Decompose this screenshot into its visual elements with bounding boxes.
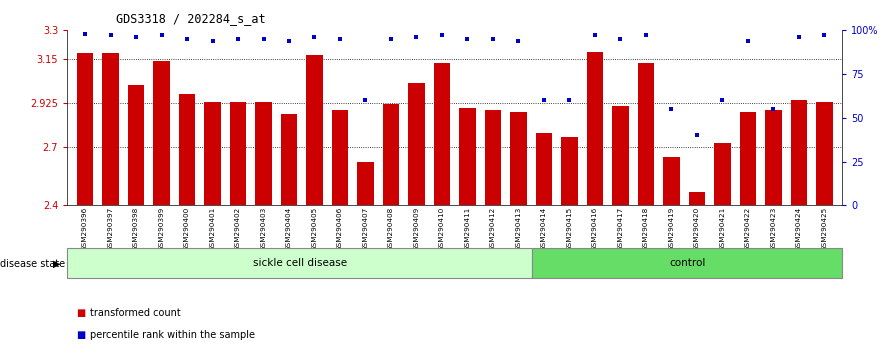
Bar [204, 102, 220, 205]
Bar [178, 94, 195, 205]
Bar [67, 248, 532, 278]
Text: control: control [669, 258, 705, 268]
Bar [536, 133, 552, 205]
Text: ■: ■ [76, 330, 85, 339]
Bar [485, 110, 501, 205]
Bar [739, 112, 756, 205]
Bar [638, 63, 654, 205]
Bar [128, 85, 144, 205]
Text: percentile rank within the sample: percentile rank within the sample [90, 330, 254, 339]
Bar [689, 192, 705, 205]
Bar [358, 162, 374, 205]
Bar [409, 82, 425, 205]
Text: ■: ■ [76, 308, 85, 318]
Bar [102, 53, 119, 205]
Bar [383, 104, 400, 205]
Text: GDS3318 / 202284_s_at: GDS3318 / 202284_s_at [116, 12, 266, 25]
Bar [765, 110, 781, 205]
Bar [332, 110, 349, 205]
Bar [229, 102, 246, 205]
Bar [663, 156, 680, 205]
Bar [612, 106, 629, 205]
Text: ▶: ▶ [54, 259, 61, 269]
Bar [77, 53, 93, 205]
Bar [714, 143, 731, 205]
Bar [459, 108, 476, 205]
Bar [790, 100, 807, 205]
Bar [255, 102, 271, 205]
Bar [280, 114, 297, 205]
Bar [532, 248, 842, 278]
Bar [434, 63, 451, 205]
Bar [153, 61, 170, 205]
Text: disease state: disease state [0, 259, 65, 269]
Bar [816, 102, 832, 205]
Text: sickle cell disease: sickle cell disease [253, 258, 347, 268]
Bar [510, 112, 527, 205]
Text: transformed count: transformed count [90, 308, 180, 318]
Bar [306, 55, 323, 205]
Bar [587, 51, 603, 205]
Bar [561, 137, 578, 205]
